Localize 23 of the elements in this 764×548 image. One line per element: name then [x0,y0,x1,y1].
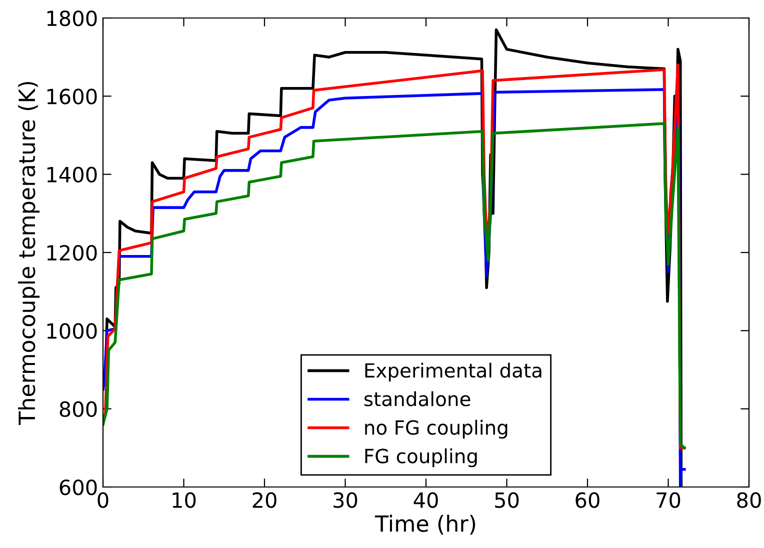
legend-label: standalone [364,391,470,406]
x-tick-label: 10 [172,492,196,508]
y-tick-label: 1000 [47,323,97,339]
x-tick-label: 30 [334,492,358,508]
y-tick-label: 1600 [47,88,97,104]
x-tick-label: 60 [576,492,600,508]
x-tick-label: 0 [98,492,108,508]
legend-label: FG coupling [365,448,477,468]
y-axis-title: Thermocouple temperature (K) [18,82,40,426]
line-series [103,122,686,450]
y-tick-label: 1400 [47,166,97,183]
x-tick-label: 40 [414,492,438,508]
x-tick-label: 20 [252,492,276,508]
legend-label: no FG coupling [365,420,508,439]
y-tick-label: 800 [60,401,97,418]
legend-label: Experimental data [365,362,542,382]
x-tick-label: 80 [737,492,761,508]
x-axis-title: Time (hr) [374,514,476,535]
y-tick-label: 1800 [47,10,97,26]
y-tick-label: 1200 [47,244,97,261]
y-tick-label: 600 [60,479,97,496]
x-tick-label: 50 [495,492,519,508]
x-tick-label: 70 [656,492,680,508]
